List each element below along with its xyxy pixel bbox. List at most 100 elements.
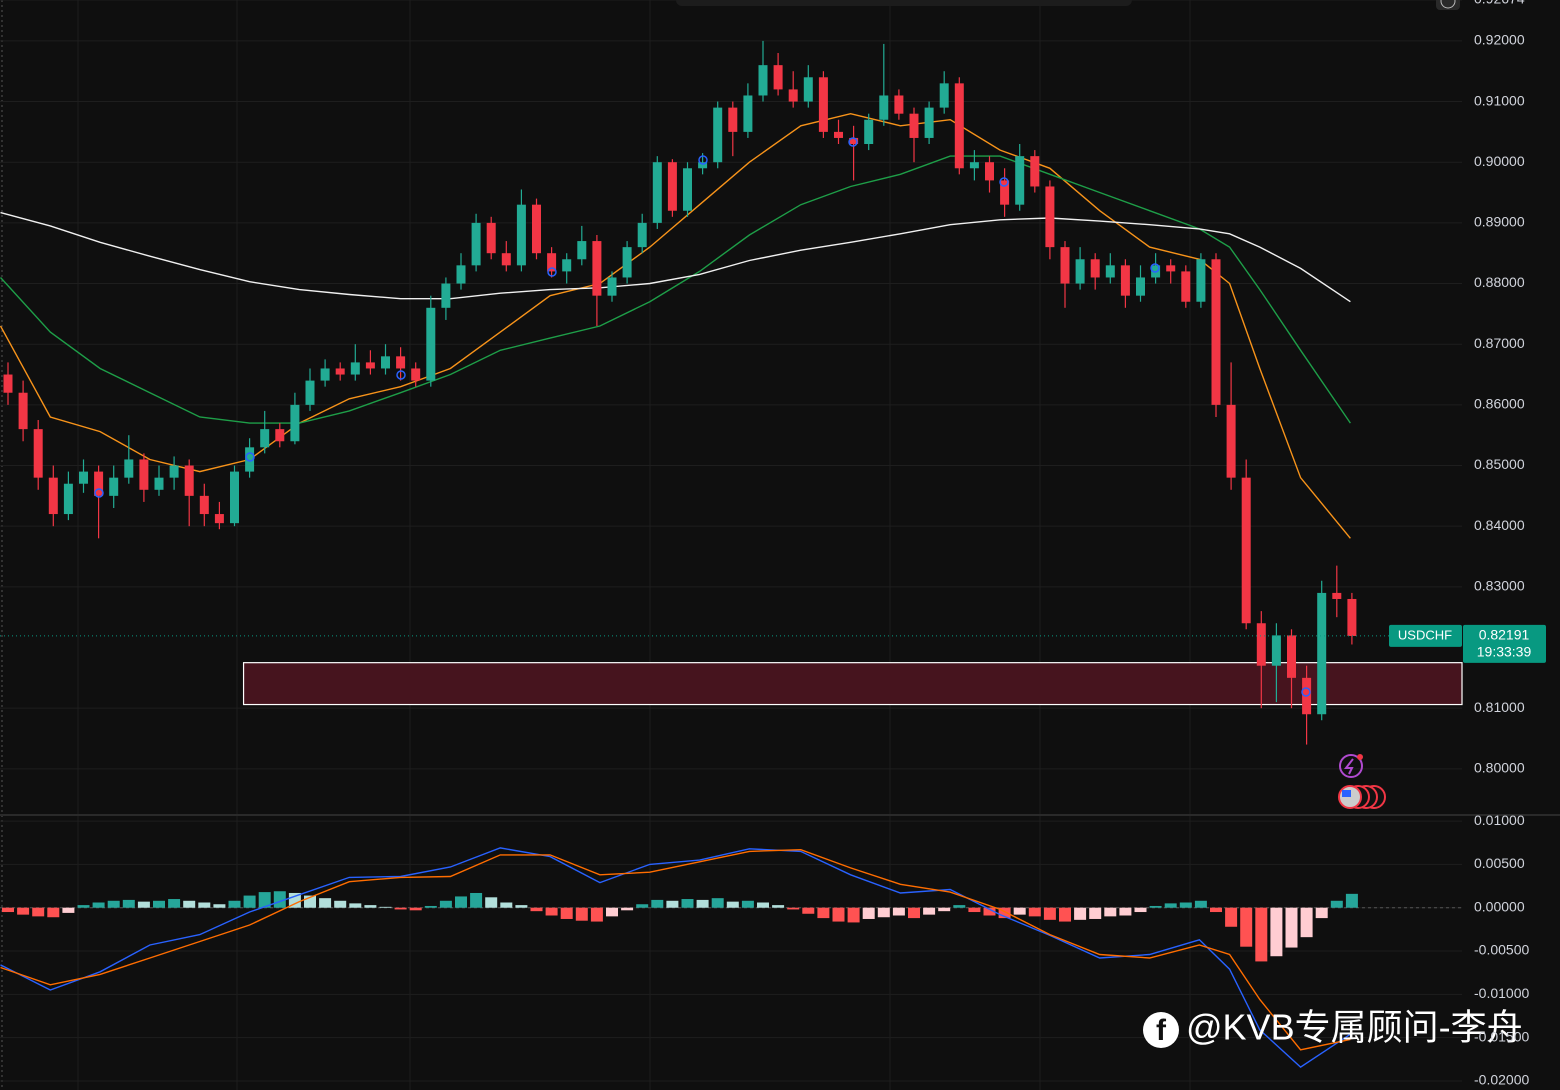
histogram-bar: [213, 904, 226, 908]
indicator-line: [0, 155, 1351, 424]
candle-body: [109, 477, 119, 496]
histogram-bar: [923, 907, 936, 915]
zone: [242, 662, 1463, 706]
candle-body: [894, 95, 904, 114]
y-tick-label: 0.00500: [1474, 855, 1525, 871]
y-tick-label: 0.00000: [1474, 898, 1525, 914]
candle-body: [924, 107, 934, 138]
candle-body: [773, 65, 783, 90]
y-tick-label: -0.01500: [1474, 1028, 1529, 1044]
candle-body: [728, 107, 738, 132]
symbol-label: USDCHF: [1398, 627, 1452, 642]
histogram-bar: [1164, 903, 1177, 908]
histogram-bar: [1059, 907, 1071, 922]
histogram-bar: [439, 900, 452, 908]
candle-body: [184, 465, 194, 496]
signal-marker: [94, 488, 104, 498]
badge: [1357, 754, 1363, 760]
candle-body: [637, 222, 647, 248]
signal-marker: [698, 155, 708, 165]
candle-body: [63, 483, 73, 515]
candle-body: [18, 392, 28, 430]
candle-body: [33, 429, 43, 478]
candle-body: [1181, 271, 1191, 302]
histogram-bar: [228, 900, 241, 908]
price-tag: [1463, 624, 1546, 663]
candle-body: [199, 495, 209, 515]
histogram-bar: [500, 902, 513, 908]
histogram-bar: [938, 907, 951, 912]
candle-body: [909, 113, 919, 138]
histogram-bar: [1330, 900, 1343, 908]
flag-canton: [1342, 790, 1351, 797]
candle-body: [954, 83, 964, 169]
top-toolbar[interactable]: [676, 0, 1132, 6]
histogram-bar: [334, 900, 347, 908]
histogram-bar: [1149, 905, 1162, 908]
candle-body: [48, 477, 58, 515]
y-tick-label: 0.91000: [1474, 92, 1525, 108]
histogram-bar: [545, 907, 558, 916]
facebook-icon: [1143, 1012, 1179, 1048]
histogram-bar: [726, 901, 739, 908]
candle-body: [1015, 156, 1025, 205]
candle-body: [290, 404, 300, 442]
histogram-bar: [1013, 907, 1026, 915]
histogram-bar: [470, 892, 483, 908]
candle-body: [1030, 156, 1040, 187]
countdown-label: 19:33:39: [1477, 644, 1532, 660]
histogram-bar: [636, 904, 649, 908]
candle-body: [79, 471, 88, 484]
y-tick-label: 0.89000: [1474, 214, 1525, 230]
candle-body: [652, 162, 662, 223]
histogram-bar: [394, 907, 407, 910]
candle-body: [758, 65, 768, 96]
candle-body: [305, 380, 315, 405]
signal-marker: [848, 137, 858, 147]
histogram-bar: [968, 907, 981, 913]
histogram-bar: [802, 907, 815, 914]
y-tick-label: 0.80000: [1474, 760, 1525, 776]
candle-body: [320, 368, 330, 381]
signal-marker: [1301, 687, 1311, 697]
histogram-bar: [92, 902, 105, 908]
candle-body: [1332, 592, 1342, 599]
histogram-bar: [364, 905, 377, 908]
candle-body: [154, 477, 164, 490]
histogram-bar: [47, 907, 60, 918]
histogram-bar: [409, 907, 422, 911]
histogram-bar: [832, 907, 845, 922]
histogram-bar: [772, 905, 785, 908]
histogram-bar: [1270, 907, 1283, 957]
candle-body: [818, 77, 828, 132]
histogram-bar: [1179, 902, 1192, 908]
candle-body: [381, 356, 390, 369]
histogram-bar: [1255, 907, 1268, 962]
add-button[interactable]: [1436, 0, 1460, 10]
y-tick-label: 0.84000: [1474, 517, 1525, 533]
candle-body: [1120, 265, 1130, 296]
candle-body: [577, 241, 587, 260]
histogram-bar: [1285, 907, 1298, 948]
histogram-bar: [273, 891, 286, 908]
histogram-bar: [953, 905, 966, 908]
histogram-bar: [606, 907, 618, 917]
signal-marker: [245, 452, 255, 462]
candle-body: [471, 222, 481, 266]
event-icon[interactable]: [1339, 754, 1363, 778]
indicator-line: [0, 847, 1351, 1068]
histogram-bar: [741, 900, 754, 908]
histogram-bar: [983, 907, 996, 916]
signal-marker: [547, 267, 557, 277]
candle-body: [864, 119, 874, 145]
candle-body: [1060, 247, 1070, 284]
candle-body: [214, 514, 224, 524]
histogram-bar: [1134, 907, 1147, 913]
candle-body: [532, 204, 541, 254]
y-tick-label: -0.02000: [1474, 1072, 1529, 1088]
candle-body: [879, 95, 889, 120]
histogram-bar: [862, 907, 875, 919]
y-tick-label: 0.92000: [1474, 32, 1525, 48]
histogram-bar: [17, 907, 30, 915]
